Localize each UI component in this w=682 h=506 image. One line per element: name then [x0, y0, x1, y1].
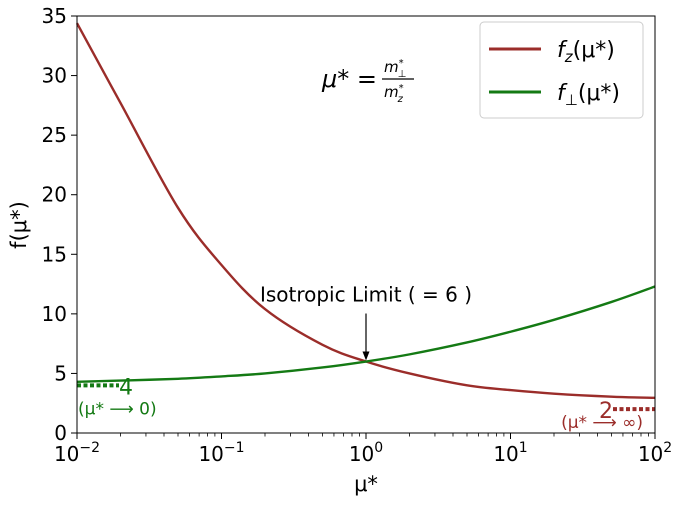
y-axis-label: f(μ*): [7, 201, 31, 249]
limits-layer: 4(μ* ⟶ 0) 2(μ* ⟶ ∞): [77, 375, 655, 433]
annotation-text: Isotropic Limit ( = 6 ): [260, 283, 472, 307]
y-tick-label-5: 25: [42, 123, 67, 147]
limit-label-1: 2: [599, 399, 613, 424]
y-tick-label-6: 30: [42, 64, 67, 88]
legend-frame: [479, 21, 644, 119]
x-tick-label-1: 10−1: [198, 440, 244, 466]
x-tick-label-2: 100: [349, 440, 383, 466]
series-line-0: [75, 22, 656, 400]
y-tick-label-2: 10: [42, 302, 67, 326]
y-tick-label-7: 35: [42, 4, 67, 28]
formula-denominator: m* z: [384, 83, 404, 105]
limit-note-0: (μ* ⟶ 0): [78, 399, 157, 419]
axes-layer: 0 5 10 15 20 25 30 35 10−2 10−1 100 101 102: [42, 4, 673, 466]
legend: fz(μ*) f⊥(μ*): [479, 21, 644, 119]
x-tick-label-3: 101: [493, 440, 527, 466]
y-tick-label-1: 5: [54, 361, 67, 385]
formula-lhs: μ* =: [321, 65, 377, 93]
y-tick-label-3: 15: [42, 242, 67, 266]
limit-note-1: (μ* ⟶ ∞): [561, 413, 643, 433]
annotation-layer: Isotropic Limit ( = 6 ): [260, 283, 472, 361]
x-tick-label-0: 10−2: [54, 440, 100, 466]
y-tick-label-0: 0: [54, 421, 67, 445]
series-line-1: [76, 285, 656, 383]
series-layer: [75, 22, 656, 400]
y-tick-label-4: 20: [42, 183, 67, 207]
formula: μ* = m* ⊥ m* z: [321, 58, 414, 105]
limit-label-0: 4: [119, 375, 133, 400]
annotation-arrow-head: [362, 351, 370, 361]
formula-numerator: m* ⊥: [384, 58, 406, 80]
legend-label-1: f⊥(μ*): [557, 81, 620, 109]
legend-label-0: fz(μ*): [557, 38, 615, 66]
x-tick-label-4: 102: [638, 440, 672, 466]
x-axis-label: μ*: [354, 472, 378, 496]
